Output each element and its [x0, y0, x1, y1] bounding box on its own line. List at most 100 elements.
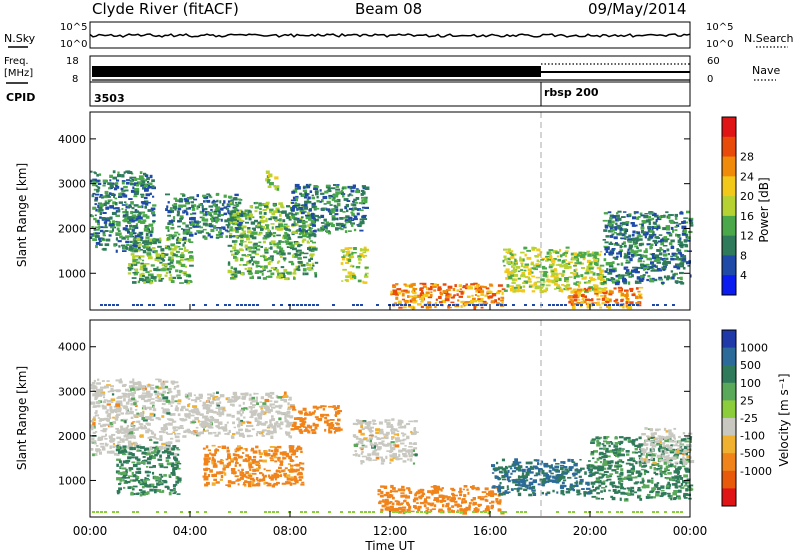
velocity-cell [132, 485, 138, 488]
velocity-cell [251, 396, 255, 400]
power-cell [631, 274, 634, 278]
velocity-cell [281, 412, 287, 415]
power-cell [118, 201, 123, 204]
power-cell [232, 228, 236, 232]
power-cell [613, 236, 618, 240]
velocity-cell [255, 392, 259, 395]
power-cell [340, 190, 344, 194]
power-cell [128, 268, 132, 271]
velocity-cell [289, 435, 293, 439]
velocity-cell [177, 476, 180, 479]
velocity-cell [131, 488, 135, 491]
velocity-cell [357, 440, 362, 444]
power-cell [167, 201, 170, 204]
velocity-cell [285, 424, 290, 427]
velocity-cell [187, 392, 192, 395]
power-cell [603, 245, 609, 248]
velocity-cell [441, 496, 446, 500]
power-cell [115, 249, 118, 253]
power-cell [402, 304, 406, 306]
power-cell [646, 278, 649, 282]
power-cell [615, 214, 620, 218]
power-cell [336, 192, 339, 196]
power-cell [317, 228, 320, 232]
power-cell [155, 238, 160, 242]
power-cell [632, 241, 635, 244]
velocity-cell [219, 401, 222, 404]
power-cell [503, 248, 508, 251]
velocity-cell [191, 409, 196, 413]
velocity-cell [176, 408, 179, 412]
power-cell [189, 213, 193, 215]
velocity-cell [238, 428, 243, 431]
velocity-cell [161, 403, 166, 406]
velocity-cell [299, 462, 302, 465]
velocity-cell [231, 403, 235, 406]
power-cell [138, 175, 144, 179]
power-cell [553, 282, 558, 286]
velocity-cell [138, 395, 143, 399]
power-cell [115, 207, 120, 210]
power-cell [116, 179, 120, 182]
velocity-cell [109, 390, 115, 393]
power-cell [230, 216, 235, 220]
power-cell [628, 301, 631, 304]
velocity-cell [129, 446, 134, 451]
velocity-cell [413, 430, 417, 434]
power-cell [548, 265, 553, 269]
velocity-cell [271, 392, 275, 395]
power-cell [209, 235, 214, 239]
power-cell [121, 204, 127, 206]
velocity-cell [279, 474, 283, 477]
power-cell [572, 252, 578, 256]
nave-tick-bottom: 0 [707, 74, 713, 85]
power-cell [169, 274, 172, 277]
velocity-cell [215, 481, 220, 484]
power-cell [276, 242, 281, 246]
power-cell [100, 304, 103, 306]
power-cell [638, 234, 641, 238]
velocity-cell [399, 439, 405, 442]
power-cell [212, 200, 217, 203]
power-cell [142, 275, 145, 277]
power-cell [678, 223, 682, 225]
power-cell [586, 305, 591, 309]
velocity-cell [255, 445, 259, 449]
power-cell [342, 268, 347, 271]
velocity-cell [168, 391, 173, 393]
velocity-cell [407, 449, 411, 452]
power-cell [294, 183, 300, 187]
power-cell [147, 209, 152, 212]
velocity-cell [289, 457, 293, 459]
power-cell [597, 301, 600, 304]
velocity-cell [170, 462, 175, 465]
velocity-cell [157, 386, 162, 390]
power-cell [132, 281, 137, 284]
power-cell [514, 278, 518, 282]
power-cell [247, 246, 253, 250]
velocity-cell [142, 490, 146, 494]
power-cell [509, 285, 514, 288]
power-cell [219, 207, 224, 211]
power-cell [232, 273, 237, 276]
power-cell [136, 237, 141, 241]
power-cell [345, 203, 349, 208]
velocity-cell [197, 434, 201, 437]
power-cell [506, 274, 512, 278]
power-cell [676, 266, 681, 270]
velocity-cell [408, 442, 412, 445]
power-cell [238, 264, 242, 266]
power-cell [247, 227, 251, 230]
power-cell [254, 219, 258, 223]
power-cell [404, 301, 407, 306]
velocity-cell [106, 403, 111, 406]
velocity-cell [144, 452, 148, 455]
power-cell [311, 247, 317, 251]
velocity-cell [320, 415, 324, 418]
velocity-cell [109, 385, 114, 388]
velocity-cell [423, 504, 427, 508]
power-cell [234, 249, 239, 252]
velocity-cell [155, 385, 159, 389]
velocity-cell [191, 399, 195, 402]
velocity-cell [139, 434, 144, 438]
